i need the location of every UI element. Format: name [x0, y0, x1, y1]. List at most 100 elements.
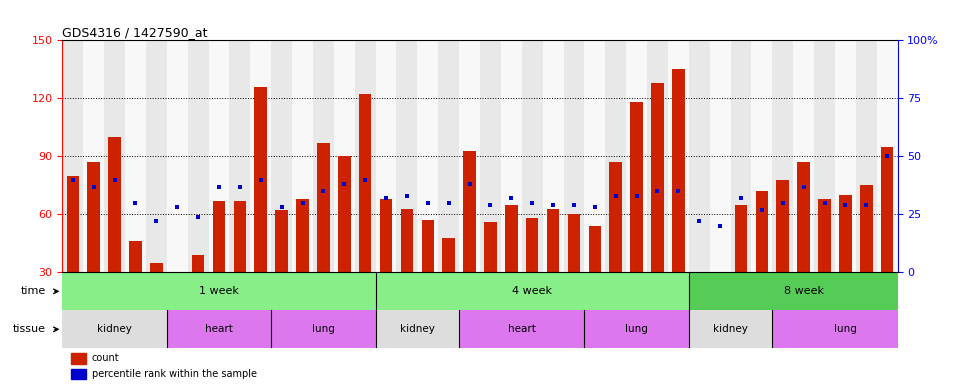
Point — [399, 193, 415, 199]
Bar — [87, 162, 100, 330]
Bar — [443, 238, 455, 330]
Bar — [418, 40, 438, 272]
Bar — [772, 310, 919, 348]
Bar — [338, 156, 350, 330]
Bar — [856, 40, 876, 272]
Point — [755, 207, 770, 213]
Bar — [734, 205, 747, 330]
Bar — [375, 272, 689, 310]
Point — [566, 202, 582, 208]
Bar — [84, 40, 104, 272]
Point — [337, 181, 352, 187]
Bar — [62, 40, 84, 272]
Bar — [651, 83, 663, 330]
Text: kidney: kidney — [400, 324, 435, 334]
Bar — [689, 310, 772, 348]
Point — [629, 193, 644, 199]
Point — [650, 188, 665, 194]
Bar — [213, 201, 226, 330]
Bar — [459, 40, 480, 272]
Text: kidney: kidney — [713, 324, 748, 334]
Bar — [272, 40, 292, 272]
Bar — [672, 70, 684, 330]
Bar — [313, 40, 334, 272]
Bar — [233, 201, 246, 330]
Point — [295, 200, 310, 206]
Bar — [818, 199, 830, 330]
Bar — [272, 310, 375, 348]
Bar — [773, 40, 793, 272]
Point — [733, 195, 749, 201]
Text: tissue: tissue — [12, 324, 46, 334]
Bar — [167, 40, 188, 272]
Bar — [62, 272, 375, 310]
Point — [316, 188, 331, 194]
Point — [545, 202, 561, 208]
Bar — [647, 40, 668, 272]
Point — [357, 177, 372, 183]
Text: GDS4316 / 1427590_at: GDS4316 / 1427590_at — [62, 26, 208, 39]
Bar — [71, 369, 85, 379]
Point — [504, 195, 519, 201]
Point — [691, 218, 707, 224]
Text: lung: lung — [625, 324, 648, 334]
Text: percentile rank within the sample: percentile rank within the sample — [91, 369, 256, 379]
Point — [608, 193, 623, 199]
Bar — [192, 255, 204, 330]
Bar — [380, 199, 393, 330]
Point — [232, 184, 248, 190]
Bar — [756, 191, 768, 330]
Bar — [317, 143, 329, 330]
Bar — [188, 40, 208, 272]
Bar — [505, 205, 517, 330]
Point — [170, 204, 185, 210]
Point — [524, 200, 540, 206]
Bar — [276, 210, 288, 330]
Text: lung: lung — [312, 324, 335, 334]
Bar — [709, 40, 731, 272]
Bar — [359, 94, 372, 330]
Point — [378, 195, 394, 201]
Point — [817, 200, 832, 206]
Bar — [876, 40, 898, 272]
Bar — [71, 353, 85, 364]
Point — [588, 204, 603, 210]
Bar — [714, 311, 727, 330]
Point — [441, 200, 456, 206]
Bar — [146, 40, 167, 272]
Text: count: count — [91, 353, 119, 363]
Text: heart: heart — [508, 324, 536, 334]
Bar — [130, 242, 142, 330]
Point — [775, 200, 790, 206]
Point — [420, 200, 436, 206]
Bar — [881, 147, 894, 330]
Bar — [547, 209, 560, 330]
Point — [712, 223, 728, 229]
Point — [65, 177, 81, 183]
Bar — [585, 40, 606, 272]
Bar — [839, 195, 852, 330]
Bar — [610, 162, 622, 330]
Bar — [526, 218, 539, 330]
Bar — [108, 137, 121, 330]
Text: kidney: kidney — [97, 324, 132, 334]
Bar — [297, 199, 309, 330]
Text: lung: lung — [834, 324, 857, 334]
Text: time: time — [20, 286, 46, 296]
Point — [879, 153, 895, 159]
Bar — [421, 220, 434, 330]
Bar — [396, 40, 418, 272]
Bar — [167, 310, 272, 348]
Bar — [400, 209, 413, 330]
Bar — [150, 263, 162, 330]
Bar — [668, 40, 689, 272]
Bar — [501, 40, 522, 272]
Bar — [105, 40, 125, 272]
Bar — [567, 214, 580, 330]
Text: heart: heart — [205, 324, 233, 334]
Bar — [375, 40, 396, 272]
Bar — [689, 40, 709, 272]
Bar — [292, 40, 313, 272]
Text: 4 week: 4 week — [513, 286, 552, 296]
Text: 8 week: 8 week — [783, 286, 824, 296]
